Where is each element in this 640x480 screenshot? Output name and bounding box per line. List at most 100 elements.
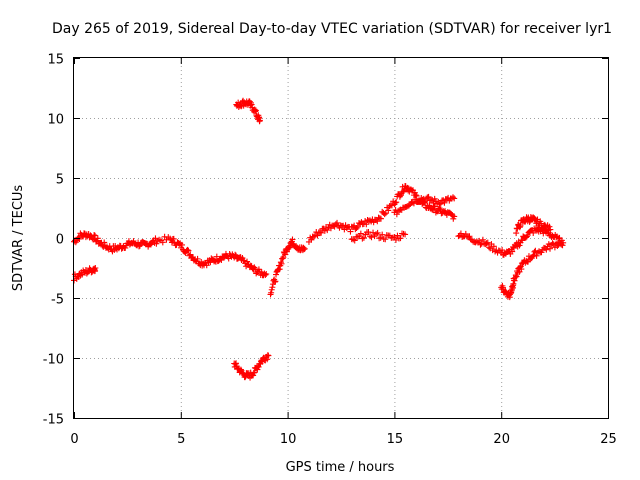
y-tick-label: 5 bbox=[56, 173, 64, 188]
y-tick-label: 10 bbox=[47, 113, 64, 128]
data-point bbox=[402, 231, 409, 238]
x-tick-label: 20 bbox=[493, 432, 510, 447]
data-point bbox=[517, 263, 524, 270]
data-point bbox=[368, 234, 375, 241]
data-point bbox=[466, 233, 473, 240]
data-point bbox=[92, 265, 99, 271]
data-point bbox=[485, 244, 492, 251]
data-point bbox=[377, 234, 384, 241]
data-point bbox=[308, 236, 315, 243]
data-point bbox=[289, 236, 296, 243]
data-point bbox=[269, 284, 276, 291]
data-point bbox=[251, 369, 258, 376]
data-point bbox=[185, 247, 192, 254]
data-point bbox=[184, 246, 191, 253]
data-point bbox=[263, 271, 270, 277]
data-point bbox=[385, 207, 392, 214]
data-point bbox=[547, 245, 554, 252]
data-point bbox=[255, 363, 262, 370]
data-point bbox=[147, 241, 154, 248]
data-point bbox=[159, 239, 166, 246]
data-point bbox=[273, 271, 280, 278]
series-recovery-9h bbox=[267, 236, 308, 298]
data-point bbox=[393, 199, 400, 206]
data-point bbox=[490, 243, 497, 250]
data-point bbox=[511, 277, 518, 284]
data-point bbox=[89, 235, 96, 242]
data-point bbox=[413, 192, 420, 199]
data-point bbox=[279, 255, 286, 262]
data-point bbox=[203, 262, 210, 269]
data-point bbox=[318, 229, 325, 236]
x-axis-label: GPS time / hours bbox=[286, 460, 395, 475]
data-point bbox=[276, 266, 283, 273]
data-point bbox=[232, 251, 239, 258]
chart-title: Day 265 of 2019, Sidereal Day-to-day VTE… bbox=[52, 21, 612, 37]
series-dip-20h bbox=[498, 238, 565, 301]
data-point bbox=[500, 284, 507, 291]
data-point bbox=[136, 242, 143, 249]
y-tick-label: 15 bbox=[47, 53, 64, 68]
data-point bbox=[513, 230, 520, 237]
data-point bbox=[483, 240, 490, 247]
data-point bbox=[546, 223, 553, 230]
data-point bbox=[351, 237, 358, 244]
data-point bbox=[425, 193, 432, 200]
data-point bbox=[437, 200, 444, 207]
data-point bbox=[365, 229, 372, 236]
y-tick-label: -5 bbox=[51, 293, 64, 308]
data-point bbox=[538, 249, 545, 256]
data-point bbox=[94, 235, 101, 242]
x-tick-label: 15 bbox=[387, 432, 404, 447]
data-point bbox=[421, 198, 428, 205]
data-point bbox=[252, 107, 259, 114]
data-point bbox=[278, 260, 285, 267]
data-point bbox=[272, 278, 279, 285]
data-point bbox=[252, 108, 259, 115]
data-point bbox=[543, 246, 550, 253]
x-tick-label: 25 bbox=[600, 432, 617, 447]
data-marks bbox=[71, 97, 567, 381]
data-point bbox=[310, 233, 317, 240]
data-point bbox=[509, 248, 516, 255]
y-axis-label: SDTVAR / TECUs bbox=[11, 185, 26, 292]
y-tick-label: -10 bbox=[43, 353, 64, 368]
data-point bbox=[237, 366, 244, 373]
data-point bbox=[264, 356, 271, 363]
data-point bbox=[363, 221, 370, 228]
data-point bbox=[499, 247, 506, 254]
data-point bbox=[449, 194, 456, 201]
data-point bbox=[268, 289, 275, 296]
axis-ticks: 0 5 10 15 20 25 -15 -10 -5 0 5 10 15 bbox=[43, 53, 617, 448]
data-point bbox=[516, 242, 523, 249]
plot-frame bbox=[73, 57, 609, 419]
series-lower-arc-8h bbox=[231, 352, 272, 381]
data-point bbox=[91, 232, 98, 239]
data-point bbox=[517, 222, 524, 229]
data-point bbox=[412, 192, 419, 199]
series-rise-11-15h bbox=[305, 183, 458, 245]
data-point bbox=[241, 257, 248, 264]
data-point bbox=[194, 255, 201, 262]
data-point bbox=[99, 242, 106, 249]
data-point bbox=[530, 251, 537, 258]
data-point bbox=[547, 226, 554, 233]
data-point bbox=[179, 241, 186, 248]
data-point bbox=[285, 243, 292, 250]
x-tick-label: 0 bbox=[70, 432, 78, 447]
data-point bbox=[556, 238, 563, 245]
data-point bbox=[393, 211, 400, 218]
data-point bbox=[430, 206, 437, 213]
data-point bbox=[519, 237, 526, 244]
x-tick-label: 5 bbox=[177, 432, 185, 447]
data-point bbox=[353, 225, 360, 232]
data-point bbox=[441, 199, 448, 206]
data-point bbox=[176, 240, 183, 247]
data-point bbox=[324, 227, 331, 234]
data-point bbox=[397, 235, 404, 242]
data-point bbox=[462, 230, 469, 237]
data-point bbox=[221, 254, 228, 261]
data-point bbox=[314, 232, 321, 239]
data-point bbox=[187, 251, 194, 258]
